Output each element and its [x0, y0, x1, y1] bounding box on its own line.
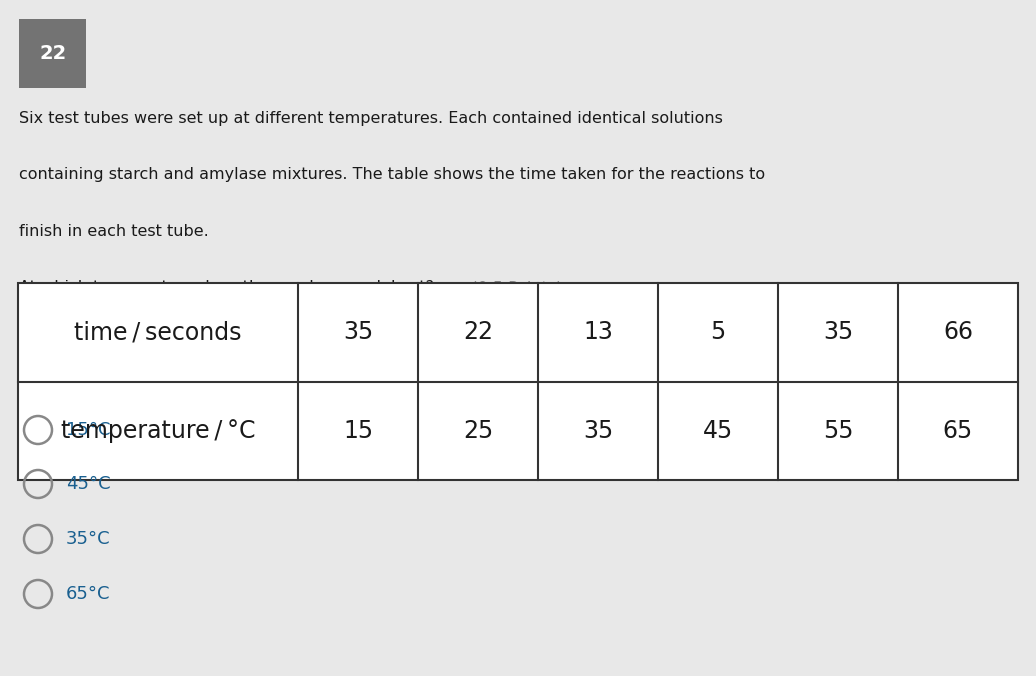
- Text: 35: 35: [583, 418, 613, 443]
- Text: 45°C: 45°C: [66, 475, 111, 493]
- Text: time / seconds: time / seconds: [75, 320, 241, 344]
- Text: temperature / °C: temperature / °C: [61, 418, 255, 443]
- Text: Six test tubes were set up at different temperatures. Each contained identical s: Six test tubes were set up at different …: [19, 111, 722, 126]
- Text: 45: 45: [702, 418, 733, 443]
- FancyBboxPatch shape: [18, 283, 1018, 480]
- Text: finish in each test tube.: finish in each test tube.: [19, 224, 208, 239]
- Text: 65: 65: [943, 418, 973, 443]
- Text: 15°C: 15°C: [66, 421, 111, 439]
- Text: 5: 5: [711, 320, 725, 344]
- Text: 35: 35: [343, 320, 373, 344]
- Text: 15: 15: [343, 418, 373, 443]
- Text: At which temperature does the amylase work best?: At which temperature does the amylase wo…: [19, 281, 434, 295]
- Text: 25: 25: [463, 418, 493, 443]
- Text: 66: 66: [943, 320, 973, 344]
- Text: 35°C: 35°C: [66, 530, 111, 548]
- Text: 55: 55: [823, 418, 854, 443]
- Text: 22: 22: [39, 44, 66, 63]
- Text: 65°C: 65°C: [66, 585, 111, 603]
- Text: (0.5 Points): (0.5 Points): [456, 281, 563, 295]
- FancyBboxPatch shape: [19, 19, 86, 88]
- Text: containing starch and amylase mixtures. The table shows the time taken for the r: containing starch and amylase mixtures. …: [19, 168, 765, 183]
- Text: 35: 35: [823, 320, 853, 344]
- Text: 13: 13: [583, 320, 613, 344]
- Text: 22: 22: [463, 320, 493, 344]
